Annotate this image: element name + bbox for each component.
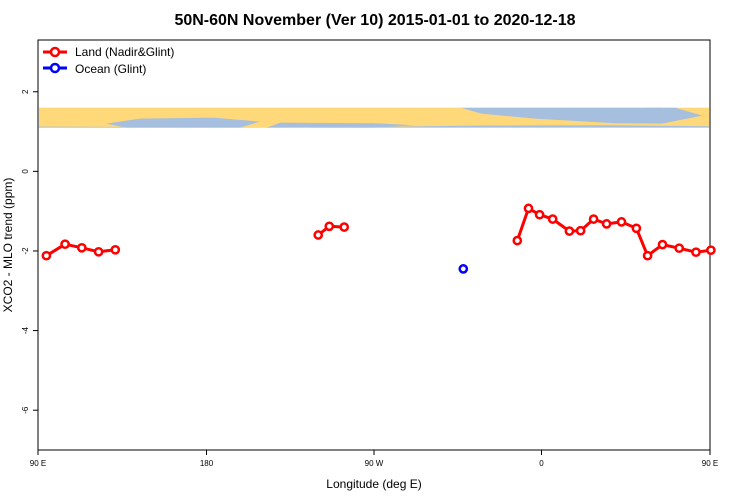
data-point	[523, 203, 534, 214]
legend-label-land: Land (Nadir&Glint)	[75, 45, 174, 59]
data-point	[324, 221, 335, 232]
legend-item-ocean: Ocean (Glint)	[43, 62, 146, 76]
x-axis-label: Longitude (deg E)	[326, 477, 421, 491]
data-point	[547, 214, 558, 224]
plot-frame	[37, 39, 711, 451]
series-1	[458, 264, 469, 274]
data-point	[339, 222, 350, 232]
y-tick-label: -4	[21, 326, 30, 334]
data-point	[616, 217, 627, 227]
map-ocean-region-0	[39, 125, 709, 128]
y-axis: 2 0 -2 -4 -6	[21, 89, 38, 414]
y-tick-label: 0	[21, 169, 30, 174]
x-tick-label: 0	[539, 459, 544, 468]
legend-label-ocean: Ocean (Glint)	[75, 62, 146, 76]
data-point	[76, 242, 87, 253]
map-ocean-region-3	[106, 117, 261, 128]
data-point	[313, 230, 324, 240]
series-layer	[41, 203, 716, 274]
y-tick-label: -6	[21, 406, 30, 414]
data-point	[458, 264, 469, 274]
data-point	[706, 245, 716, 256]
data-point	[657, 239, 668, 250]
map-ocean-region-4	[266, 122, 415, 128]
map-ocean-region-1	[461, 107, 703, 124]
data-point	[512, 235, 523, 246]
x-tick-label: 90 E	[702, 459, 718, 468]
data-point	[588, 214, 599, 224]
data-point	[564, 226, 575, 236]
legend: Land (Nadir&Glint) Ocean (Glint)	[43, 45, 174, 76]
chart-title: 50N-60N November (Ver 10) 2015-01-01 to …	[174, 12, 575, 29]
series-0	[41, 203, 716, 261]
x-tick-label: 90 E	[30, 459, 46, 468]
data-point	[691, 247, 701, 258]
legend-marker-land	[49, 46, 61, 58]
data-point	[601, 219, 612, 229]
data-point	[93, 246, 104, 257]
map-strip	[39, 107, 709, 128]
legend-item-land: Land (Nadir&Glint)	[43, 45, 174, 59]
map-ocean-region-2	[645, 107, 666, 115]
data-point	[674, 243, 685, 254]
y-tick-label: 2	[21, 89, 30, 94]
data-point	[534, 209, 545, 220]
data-point	[41, 250, 52, 261]
x-tick-label: 180	[200, 459, 214, 468]
y-tick-label: -2	[21, 247, 30, 255]
y-axis-label: XCO2 - MLO trend (ppm)	[1, 178, 15, 313]
data-point	[60, 239, 70, 250]
data-point	[575, 225, 586, 236]
data-point	[642, 250, 653, 261]
x-tick-label: 90 W	[365, 459, 384, 468]
legend-marker-ocean	[49, 62, 61, 74]
data-point	[110, 244, 121, 255]
data-point	[631, 223, 642, 234]
